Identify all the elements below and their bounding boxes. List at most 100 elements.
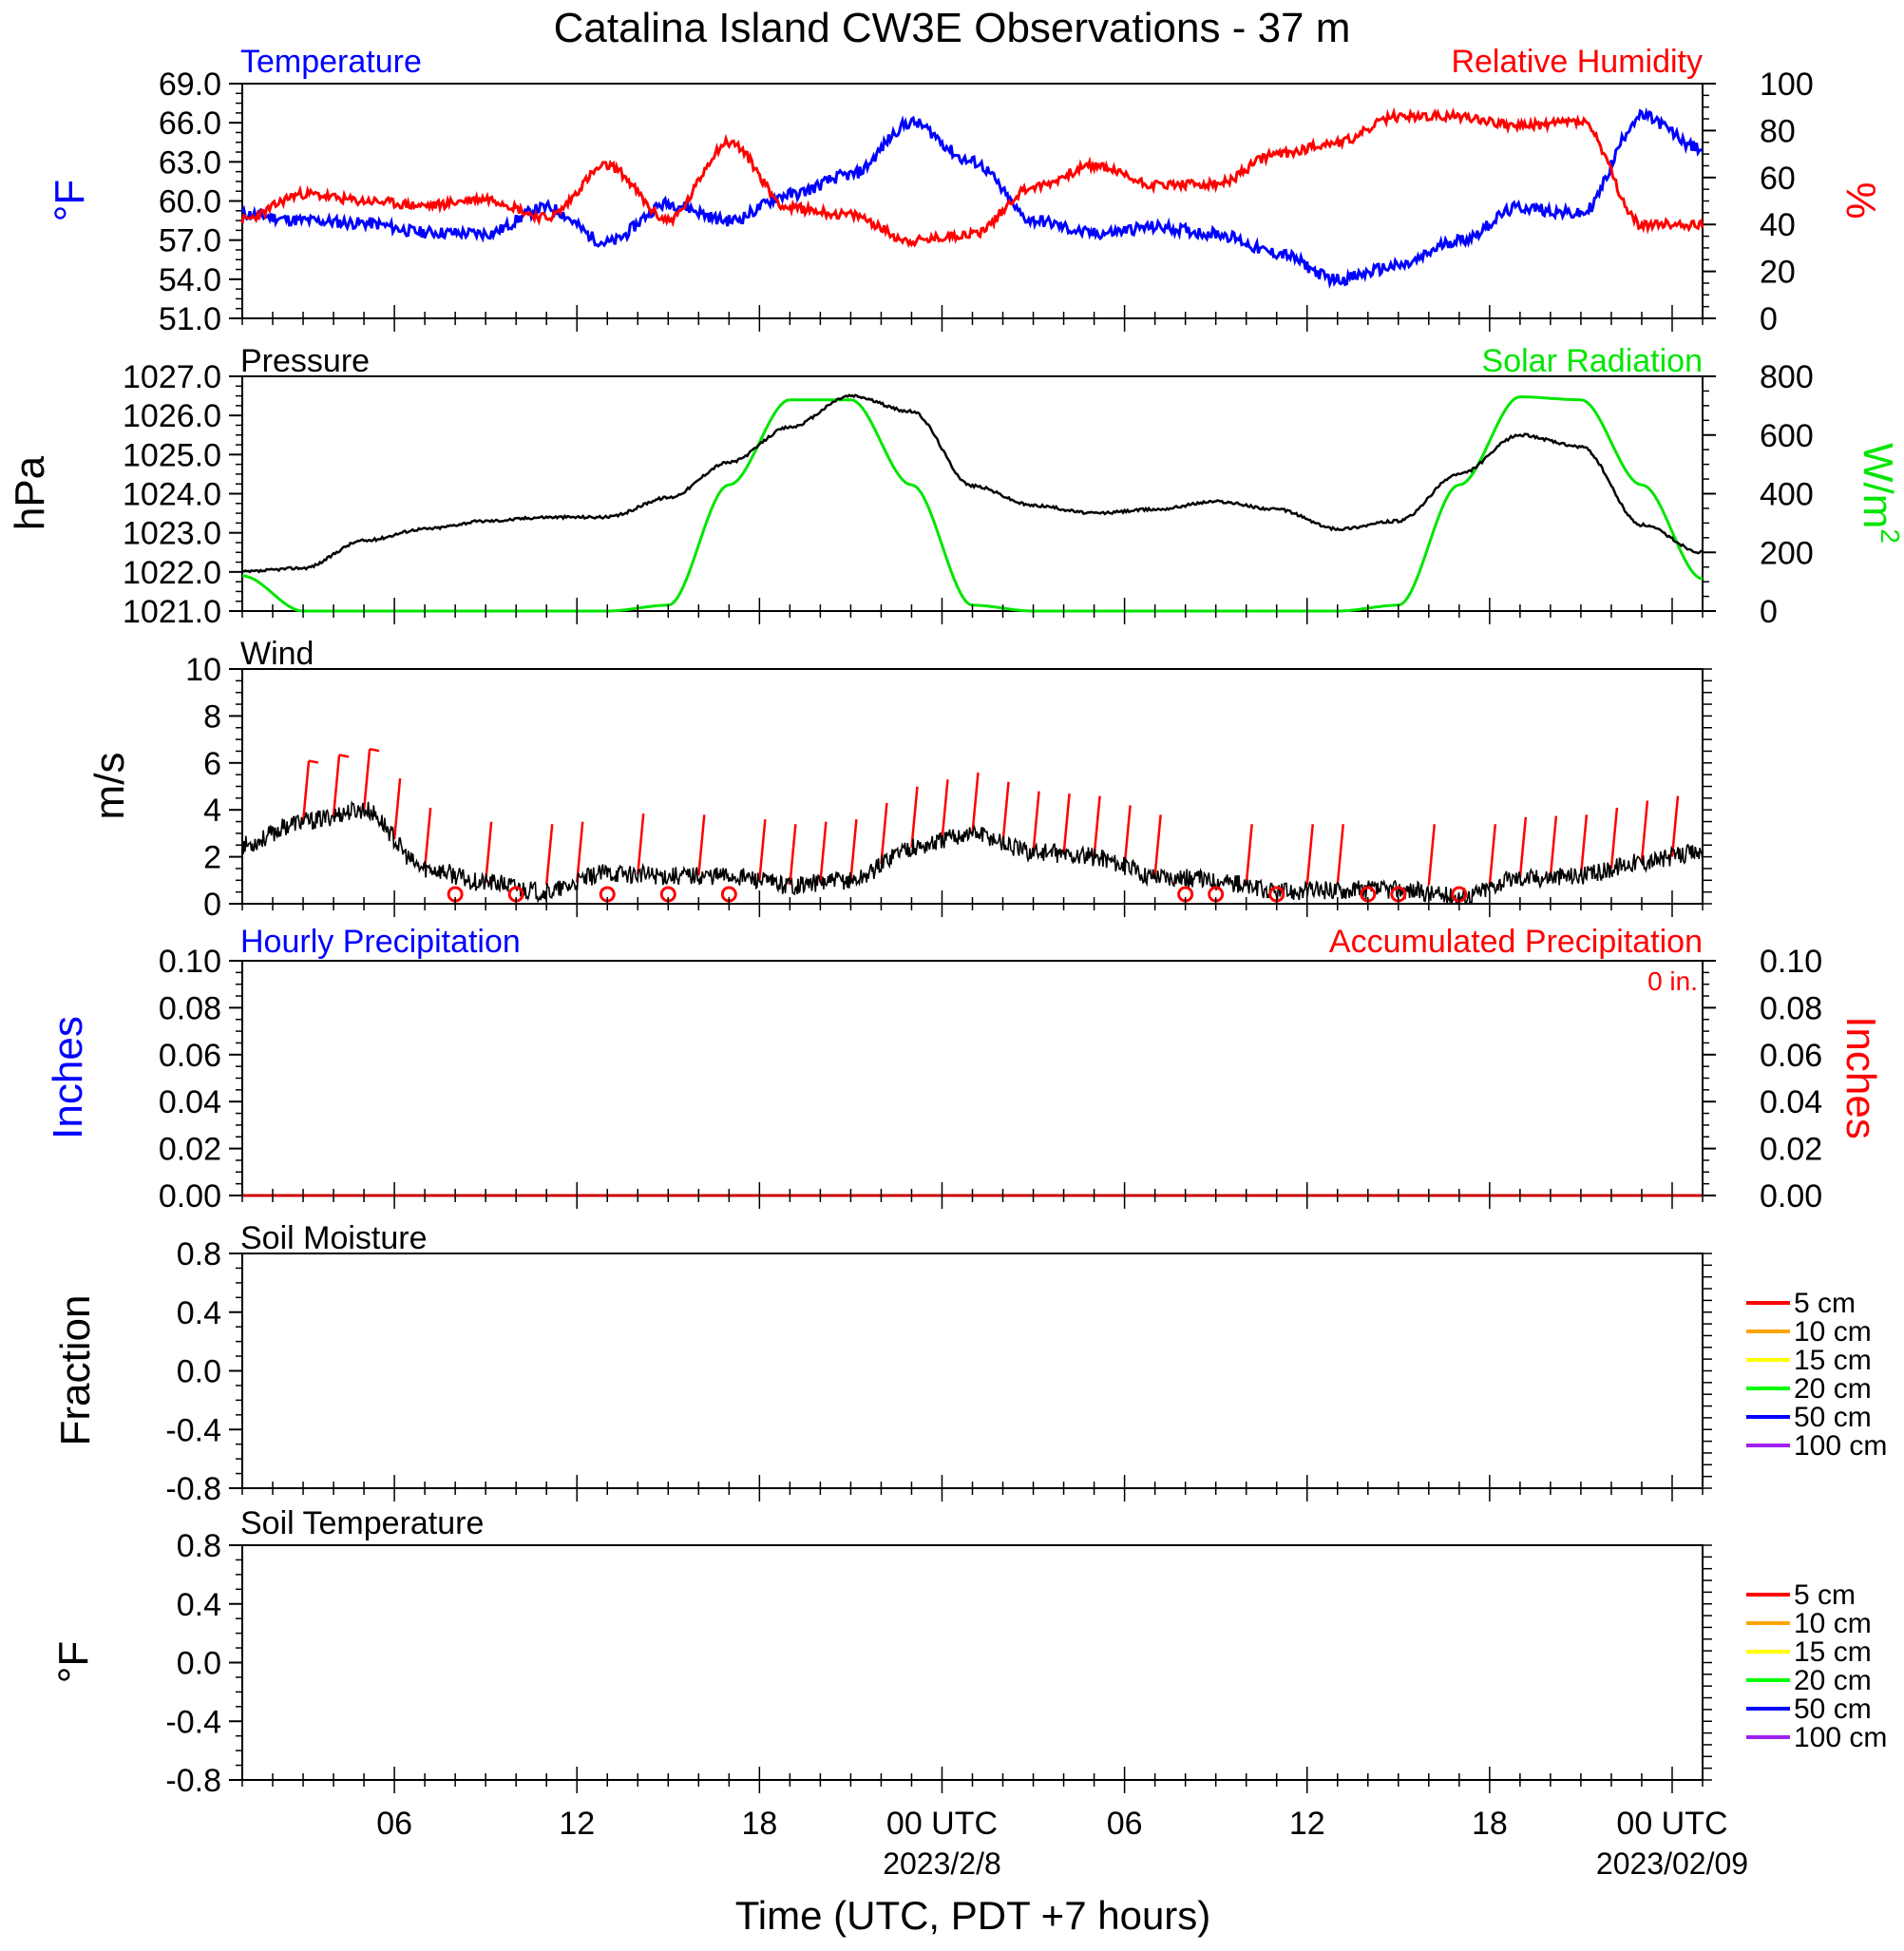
pressure-axis-tick-label: 1026.0 bbox=[123, 398, 221, 434]
soil-moisture-legend-label: 50 cm bbox=[1794, 1402, 1872, 1433]
pressure-axis-tick-label: 1023.0 bbox=[123, 516, 221, 552]
solar-unit-sup: 2 bbox=[1875, 528, 1904, 544]
humidity-axis-tick-label: 40 bbox=[1760, 207, 1796, 243]
temperature-axis-tick-label: 63.0 bbox=[159, 144, 221, 181]
x-tick-label: 12 bbox=[1289, 1806, 1325, 1842]
wind-barb bbox=[1153, 814, 1162, 876]
wind-barb bbox=[789, 824, 797, 886]
wind-barb bbox=[697, 814, 706, 876]
wind-title: Wind bbox=[240, 636, 314, 672]
soil-moisture-legend-label: 5 cm bbox=[1794, 1288, 1856, 1319]
humidity-axis-tick-label: 0 bbox=[1760, 301, 1778, 337]
humidity-axis: 0 20 40 60 80 100 bbox=[1703, 67, 1814, 337]
x-tick-label: 12 bbox=[559, 1806, 595, 1842]
wind-barb bbox=[971, 772, 980, 834]
soil-moisture-axis: -0.8 -0.4 0.0 0.4 0.8 bbox=[165, 1236, 242, 1507]
wind-barb bbox=[362, 749, 371, 811]
humidity-unit: % bbox=[1837, 182, 1884, 219]
pressure-axis-tick-label: 1022.0 bbox=[123, 555, 221, 591]
soil-moisture-title: Soil Moisture bbox=[240, 1220, 428, 1256]
x-tick-label: 18 bbox=[741, 1806, 777, 1842]
solar-unit-base: W/m bbox=[1855, 443, 1901, 528]
x-tick-label: 06 bbox=[1107, 1806, 1143, 1842]
precip-right-axis: 0.00 0.02 0.04 0.06 0.08 0.10 bbox=[1703, 944, 1822, 1215]
solar-unit: W/m2 bbox=[1855, 443, 1904, 544]
wind-barb bbox=[941, 779, 949, 841]
humidity-title: Relative Humidity bbox=[1451, 44, 1703, 80]
solar-axis-tick-label: 0 bbox=[1760, 594, 1778, 630]
pressure-unit: hPa bbox=[7, 455, 53, 530]
soil-moisture-legend-label: 100 cm bbox=[1794, 1430, 1887, 1462]
wind-barbs bbox=[301, 747, 1680, 886]
soil-temp-unit: °F bbox=[50, 1641, 97, 1683]
wind-barb bbox=[1609, 807, 1619, 870]
humidity-axis-tick-label: 60 bbox=[1760, 161, 1796, 197]
wind-barb bbox=[1062, 794, 1071, 855]
x-tick-label: 00 UTC bbox=[886, 1806, 998, 1842]
temperature-axis-tick-label: 57.0 bbox=[159, 223, 221, 259]
humidity-axis-tick-label: 20 bbox=[1760, 255, 1796, 291]
precip-left-axis-tick-label: 0.08 bbox=[159, 990, 221, 1026]
wind-barb bbox=[1549, 815, 1558, 877]
precip-right-axis-tick-label: 0.06 bbox=[1760, 1038, 1822, 1074]
temperature-line bbox=[240, 106, 1704, 290]
soil-moisture-legend-label: 10 cm bbox=[1794, 1316, 1872, 1348]
temperature-axis-tick-label: 69.0 bbox=[159, 67, 221, 103]
pressure-axis-tick-label: 1025.0 bbox=[123, 437, 221, 473]
accum-precip-total: 0 in. bbox=[1647, 966, 1698, 996]
wind-barb bbox=[849, 819, 858, 881]
wind-barb bbox=[1093, 795, 1101, 857]
soil-moisture-axis-tick-label: -0.4 bbox=[165, 1412, 221, 1448]
solar-title: Solar Radiation bbox=[1482, 343, 1703, 379]
x-date-label: 2023/02/09 bbox=[1596, 1846, 1748, 1881]
x-tick-label: 00 UTC bbox=[1616, 1806, 1727, 1842]
wind-barb bbox=[392, 777, 402, 840]
wind-barb bbox=[1518, 816, 1528, 878]
soil-temperature-panel: Soil Temperature °F -0.8 -0.4 0.0 0.4 0.8 5 … bbox=[50, 1505, 1887, 1799]
soil-temp-axis-tick-label: 0.4 bbox=[177, 1587, 221, 1623]
pressure-solar-panel: Pressure Solar Radiation hPa W/m2 1021.0… bbox=[7, 343, 1904, 630]
precip-right-unit: Inches bbox=[1837, 1016, 1884, 1139]
soil-temp-frame bbox=[241, 1544, 1704, 1781]
pressure-title: Pressure bbox=[240, 343, 370, 379]
accum-precip-title: Accumulated Precipitation bbox=[1329, 924, 1703, 960]
pressure-frame bbox=[241, 375, 1704, 612]
wind-barb bbox=[1245, 824, 1253, 886]
time-axis: 06 12 18 00 UTC 2023/2/8 06 12 18 00 UTC 2023/02/… bbox=[241, 305, 1748, 1881]
wind-barb bbox=[301, 760, 311, 822]
soil-moisture-axis-tick-label: 0.8 bbox=[177, 1236, 221, 1272]
wind-axis-tick-label: 10 bbox=[185, 652, 221, 688]
precip-right-axis-tick-label: 0.00 bbox=[1760, 1178, 1822, 1215]
wind-axis-tick-label: 0 bbox=[203, 887, 221, 923]
wind-axis-tick-label: 6 bbox=[203, 746, 221, 782]
pressure-axis-tick-label: 1027.0 bbox=[123, 359, 221, 395]
solar-radiation-line bbox=[241, 395, 1704, 613]
precip-left-axis-tick-label: 0.04 bbox=[159, 1084, 221, 1120]
solar-axis-tick-label: 200 bbox=[1760, 535, 1814, 571]
wind-axis-tick-label: 8 bbox=[203, 698, 221, 735]
soil-temp-axis-tick-label: 0.8 bbox=[177, 1528, 221, 1564]
soil-moisture-axis-tick-label: 0.4 bbox=[177, 1295, 221, 1331]
wind-barb bbox=[1001, 781, 1010, 843]
humidity-axis-tick-label: 100 bbox=[1760, 67, 1814, 103]
temperature-title: Temperature bbox=[240, 44, 422, 80]
wind-barb-flag bbox=[338, 754, 350, 758]
wind-barb bbox=[544, 824, 554, 886]
precip-left-axis-tick-label: 0.06 bbox=[159, 1038, 221, 1074]
precip-panel: Hourly Precipitation Accumulated Precipi… bbox=[45, 924, 1884, 1215]
solar-axis: 0 200 400 600 800 bbox=[1703, 359, 1814, 630]
soil-temp-legend-label: 20 cm bbox=[1794, 1665, 1872, 1696]
precip-right-axis-tick-label: 0.02 bbox=[1760, 1132, 1822, 1168]
humidity-axis-tick-label: 80 bbox=[1760, 113, 1796, 149]
soil-temp-axis-tick-label: -0.8 bbox=[165, 1763, 221, 1799]
soil-moisture-unit: Fraction bbox=[52, 1295, 99, 1446]
soil-temp-legend-label: 10 cm bbox=[1794, 1608, 1872, 1639]
wind-unit: m/s bbox=[86, 753, 133, 820]
wind-axis-tick-label: 4 bbox=[203, 793, 221, 829]
hourly-precip-title: Hourly Precipitation bbox=[240, 924, 521, 960]
soil-moisture-axis-tick-label: -0.8 bbox=[165, 1471, 221, 1507]
chart-title: Catalina Island CW3E Observations - 37 m bbox=[554, 5, 1351, 51]
x-axis-label: Time (UTC, PDT +7 hours) bbox=[735, 1893, 1211, 1938]
